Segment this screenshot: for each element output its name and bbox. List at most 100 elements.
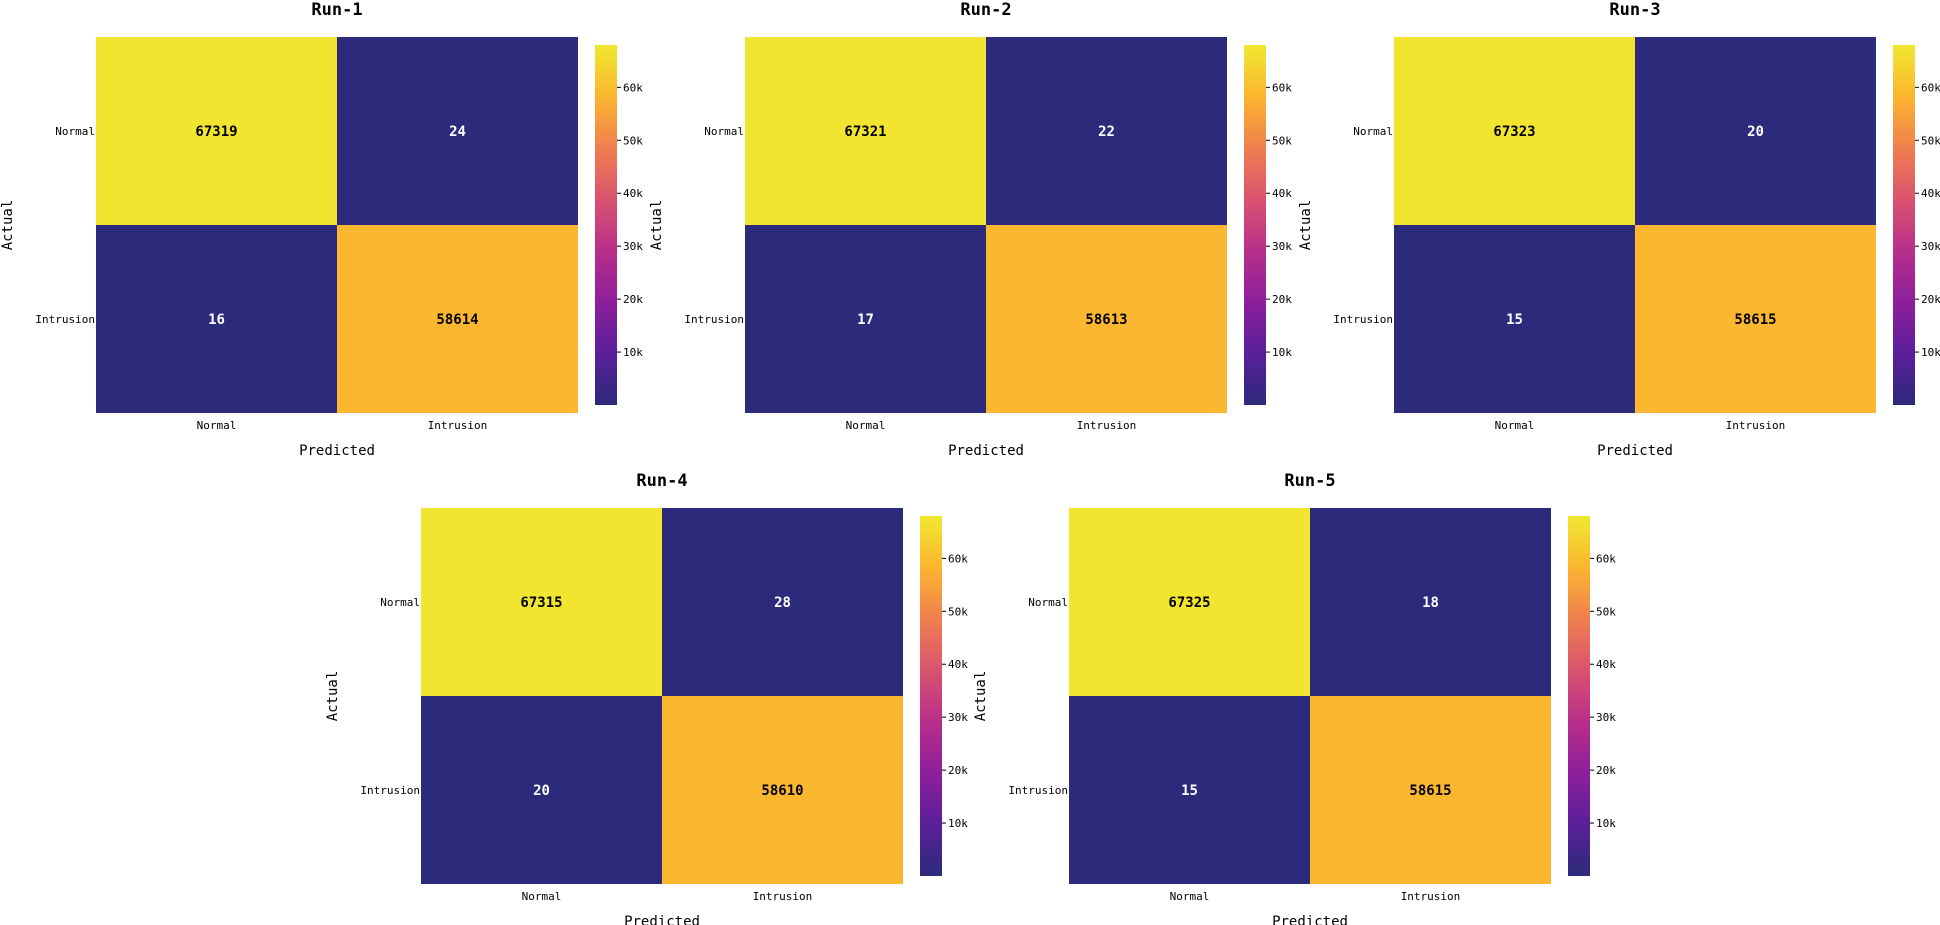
colorbar-tick-label: 60k (1921, 81, 1940, 94)
x-tick-label: Intrusion (1401, 890, 1461, 903)
cell-value: 58615 (1409, 783, 1451, 799)
heatmap-cell (1069, 696, 1310, 884)
colorbar (595, 45, 617, 405)
colorbar-tick-label: 30k (623, 240, 643, 253)
colorbar-tick-label: 60k (1596, 552, 1616, 565)
cell-value: 20 (533, 783, 550, 799)
cell-value: 16 (208, 312, 225, 328)
cell-value: 67321 (844, 124, 886, 140)
y-tick-label: Normal (704, 125, 744, 138)
colorbar-tick-label: 30k (1596, 711, 1616, 724)
colorbar-tick-label: 20k (1921, 293, 1940, 306)
cell-value: 18 (1422, 595, 1439, 611)
x-axis-label: Predicted (948, 443, 1024, 459)
colorbar-tick-label: 30k (1921, 240, 1940, 253)
x-tick-label: Normal (197, 419, 237, 432)
heatmap-cell (1310, 508, 1551, 696)
heatmap-cell (1394, 37, 1635, 225)
chart-title: Run-5 (1284, 471, 1335, 491)
cell-value: 67323 (1493, 124, 1535, 140)
y-tick-label: Intrusion (360, 784, 420, 797)
colorbar-tick-label: 10k (948, 817, 968, 830)
x-tick-label: Intrusion (428, 419, 488, 432)
x-tick-label: Intrusion (1077, 419, 1137, 432)
x-tick-label: Normal (1495, 419, 1535, 432)
x-axis-label: Predicted (299, 443, 375, 459)
heatmap-cell (337, 37, 578, 225)
y-axis-label: Actual (973, 671, 989, 722)
colorbar-tick-label: 50k (1921, 134, 1940, 147)
y-tick-label: Normal (380, 596, 420, 609)
heatmap-run-2: Run-2 67321 22 17 58613 Normal Intrusion Normal… (649, 0, 1292, 459)
x-tick-label: Normal (522, 890, 562, 903)
colorbar-tick-label: 10k (623, 346, 643, 359)
colorbar (1893, 45, 1915, 405)
colorbar-tick-label: 60k (623, 81, 643, 94)
y-axis-label: Actual (325, 671, 341, 722)
cell-value: 20 (1747, 124, 1764, 140)
heatmap-cell (1069, 508, 1310, 696)
x-tick-label: Intrusion (753, 890, 813, 903)
heatmap-run-1: Run-1 67319 24 16 58614 Normal Intrusion Normal… (0, 0, 643, 459)
cell-value: 58613 (1085, 312, 1127, 328)
y-tick-label: Normal (55, 125, 95, 138)
colorbar-tick-label: 50k (623, 134, 643, 147)
heatmap-cell (662, 508, 903, 696)
colorbar-tick-label: 20k (1272, 293, 1292, 306)
heatmap-cell (1635, 37, 1876, 225)
heatmap-cell (745, 225, 986, 413)
x-tick-label: Intrusion (1726, 419, 1786, 432)
heatmap-cell (96, 225, 337, 413)
cell-value: 58614 (436, 312, 478, 328)
cell-value: 28 (774, 595, 791, 611)
colorbar-tick-label: 50k (1596, 605, 1616, 618)
heatmap-cell (421, 696, 662, 884)
y-axis-label: Actual (1298, 200, 1314, 251)
chart-title: Run-1 (311, 0, 362, 20)
heatmap-cell (1394, 225, 1635, 413)
cell-value: 58610 (761, 783, 803, 799)
y-tick-label: Intrusion (684, 313, 744, 326)
y-axis-label: Actual (649, 200, 665, 251)
colorbar-tick-label: 10k (1272, 346, 1292, 359)
x-axis-label: Predicted (624, 914, 700, 925)
colorbar-tick-label: 10k (1921, 346, 1940, 359)
colorbar-tick-label: 50k (948, 605, 968, 618)
colorbar-tick-label: 60k (1272, 81, 1292, 94)
chart-title: Run-2 (960, 0, 1011, 20)
colorbar (1244, 45, 1266, 405)
y-tick-label: Intrusion (1008, 784, 1068, 797)
heatmap-cell (986, 225, 1227, 413)
colorbar-tick-label: 40k (1921, 187, 1940, 200)
cell-value: 67319 (195, 124, 237, 140)
heatmap-cell (1310, 696, 1551, 884)
colorbar-tick-label: 20k (948, 764, 968, 777)
colorbar (920, 516, 942, 876)
heatmap-cell (1635, 225, 1876, 413)
colorbar-tick-label: 40k (1272, 187, 1292, 200)
heatmap-cell (745, 37, 986, 225)
y-tick-label: Normal (1028, 596, 1068, 609)
y-tick-label: Normal (1353, 125, 1393, 138)
cell-value: 15 (1181, 783, 1198, 799)
heatmap-cell (421, 508, 662, 696)
y-tick-label: Intrusion (1333, 313, 1393, 326)
colorbar-tick-label: 40k (948, 658, 968, 671)
cell-value: 67325 (1168, 595, 1210, 611)
cell-value: 24 (449, 124, 466, 140)
heatmap-run-4: Run-4 67315 28 20 58610 Normal Intrusion Normal… (325, 471, 968, 925)
cell-value: 17 (857, 312, 874, 328)
heatmap-cell (337, 225, 578, 413)
colorbar-tick-label: 30k (948, 711, 968, 724)
colorbar-tick-label: 40k (623, 187, 643, 200)
colorbar-tick-label: 20k (623, 293, 643, 306)
cell-value: 15 (1506, 312, 1523, 328)
colorbar (1568, 516, 1590, 876)
heatmap-cell (662, 696, 903, 884)
colorbar-tick-label: 50k (1272, 134, 1292, 147)
x-axis-label: Predicted (1272, 914, 1348, 925)
x-tick-label: Normal (846, 419, 886, 432)
chart-title: Run-4 (636, 471, 687, 491)
chart-title: Run-3 (1609, 0, 1660, 20)
